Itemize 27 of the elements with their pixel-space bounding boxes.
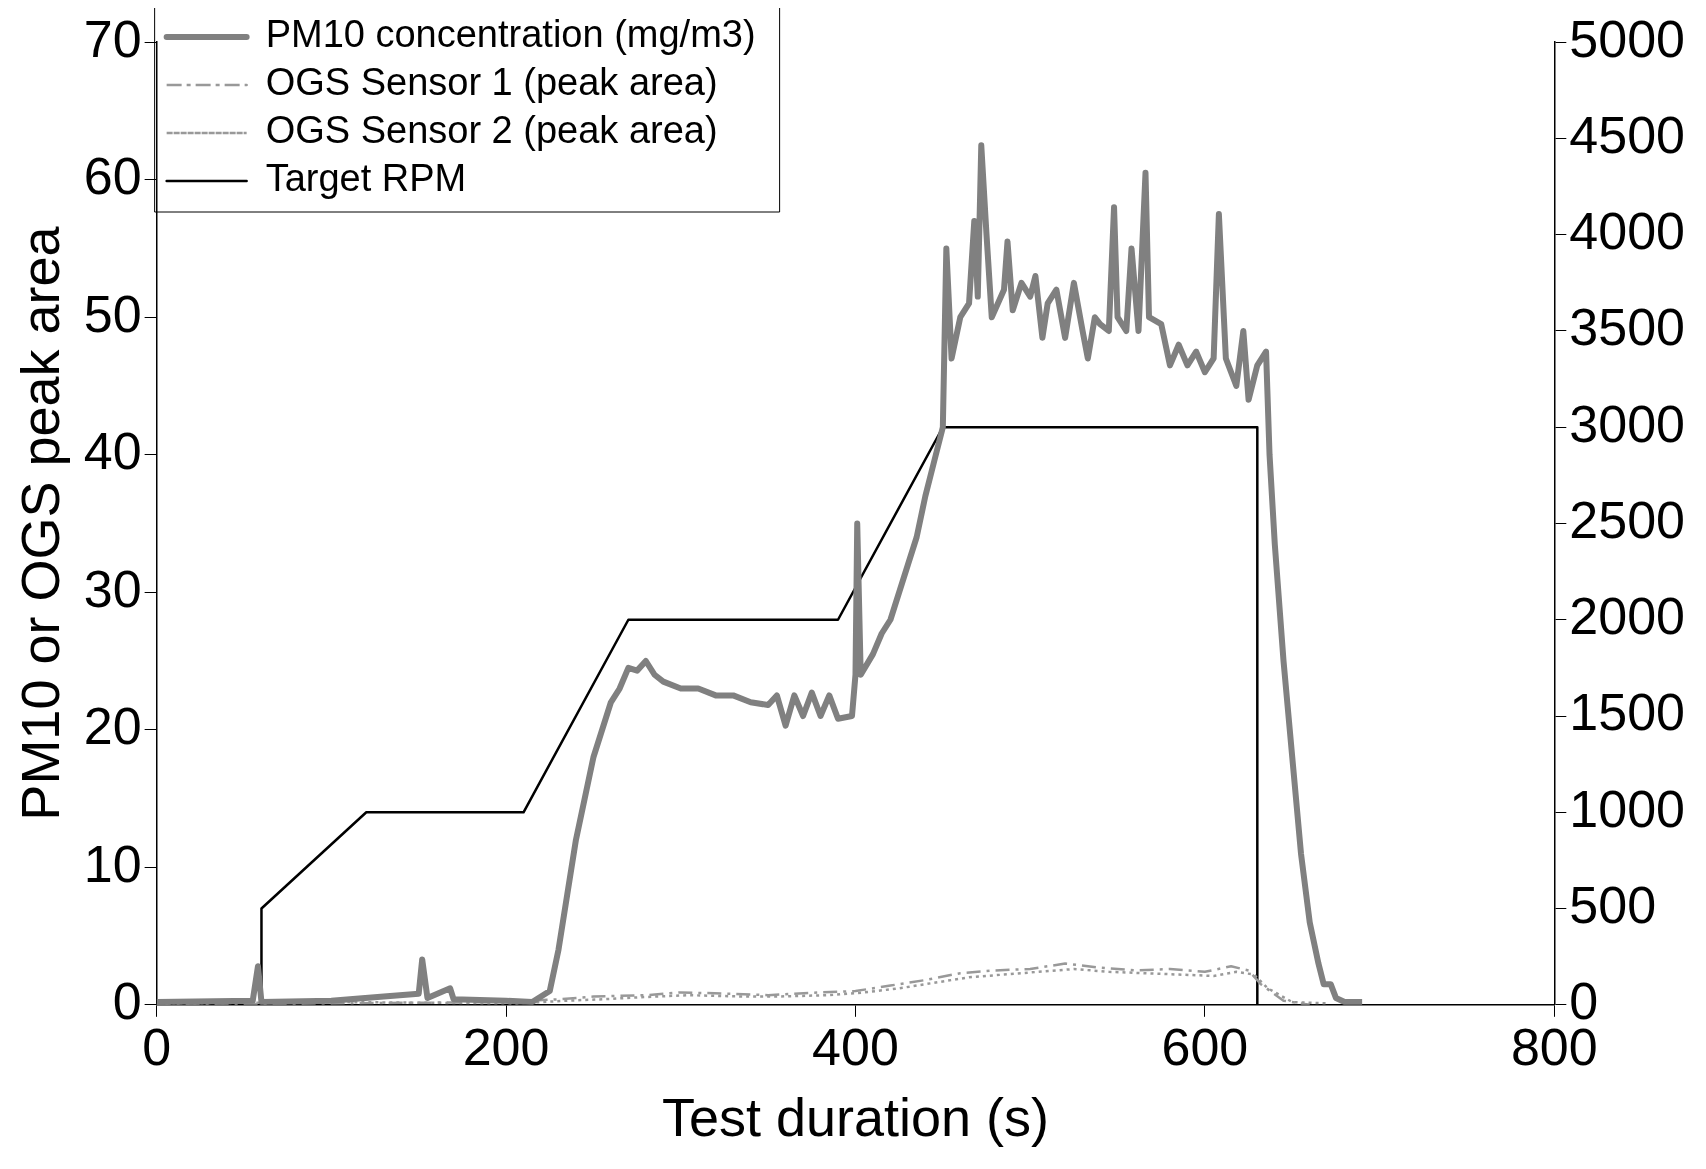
legend-label: OGS Sensor 2 (peak area): [265, 109, 718, 152]
y2-tick-label: 4000: [1569, 202, 1686, 261]
y2-tick-label: 5000: [1569, 9, 1686, 68]
y-tick-label: 50: [83, 284, 142, 343]
x-tick-label: 600: [1161, 1018, 1249, 1077]
y-tick-label: 0: [112, 972, 142, 1031]
x-axis-title: Test duration (s): [661, 1087, 1050, 1148]
y2-tick-label: 3000: [1569, 394, 1686, 453]
y2-tick-label: 1000: [1569, 779, 1686, 838]
y2-tick-label: 2500: [1569, 490, 1686, 549]
y2-tick-label: 1500: [1569, 683, 1686, 742]
x-tick-label: 400: [812, 1018, 899, 1077]
legend-label: PM10 concentration (mg/m3): [265, 13, 756, 56]
y-tick-label: 70: [83, 9, 142, 68]
y-tick-label: 20: [83, 697, 142, 756]
y2-tick-label: 4500: [1569, 105, 1686, 164]
x-tick-label: 200: [462, 1018, 550, 1077]
y-axis-title: PM10 or OGS peak area: [10, 225, 71, 821]
y2-tick-label: 3500: [1569, 298, 1686, 357]
y-tick-label: 40: [83, 422, 142, 481]
y2-tick-label: 500: [1569, 875, 1657, 934]
legend-label: Target RPM: [265, 157, 467, 200]
y-tick-label: 60: [83, 147, 142, 206]
y-tick-label: 30: [83, 559, 142, 618]
y-tick-label: 10: [83, 834, 142, 893]
legend-label: OGS Sensor 1 (peak area): [265, 61, 718, 104]
y2-tick-label: 2000: [1569, 587, 1686, 646]
